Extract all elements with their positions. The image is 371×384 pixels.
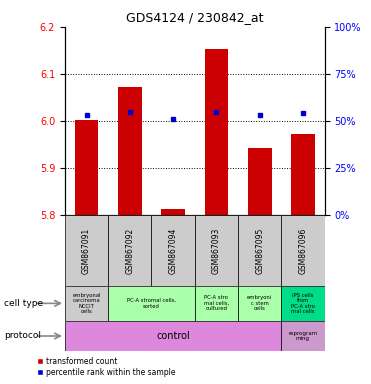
Bar bbox=[281, 215, 325, 286]
Bar bbox=[65, 321, 281, 351]
Legend: transformed count, percentile rank within the sample: transformed count, percentile rank withi… bbox=[33, 354, 178, 380]
Bar bbox=[108, 215, 151, 286]
Bar bbox=[118, 87, 142, 215]
Bar bbox=[291, 134, 315, 215]
Bar bbox=[248, 148, 272, 215]
Bar bbox=[281, 286, 325, 321]
Bar bbox=[65, 215, 108, 286]
Text: iPS cells
from
PC-A stro
mal cells: iPS cells from PC-A stro mal cells bbox=[291, 293, 315, 314]
Text: GSM867095: GSM867095 bbox=[255, 227, 264, 274]
Text: protocol: protocol bbox=[4, 331, 41, 341]
Text: GSM867091: GSM867091 bbox=[82, 227, 91, 274]
Bar bbox=[204, 49, 228, 215]
Text: GSM867094: GSM867094 bbox=[169, 227, 178, 274]
Bar bbox=[281, 321, 325, 351]
Text: GSM867093: GSM867093 bbox=[212, 227, 221, 274]
Text: reprogram
ming: reprogram ming bbox=[288, 331, 318, 341]
Text: embryonal
carcinoma
NCCIT
cells: embryonal carcinoma NCCIT cells bbox=[72, 293, 101, 314]
Bar bbox=[195, 286, 238, 321]
Text: GSM867096: GSM867096 bbox=[299, 227, 308, 274]
Bar bbox=[195, 215, 238, 286]
Bar bbox=[108, 286, 195, 321]
Text: embryoni
c stem
cells: embryoni c stem cells bbox=[247, 295, 272, 311]
Text: PC-A stro
mal cells,
cultured: PC-A stro mal cells, cultured bbox=[204, 295, 229, 311]
Text: cell type: cell type bbox=[4, 299, 43, 308]
Text: GSM867092: GSM867092 bbox=[125, 227, 134, 274]
Bar bbox=[238, 215, 281, 286]
Bar bbox=[65, 286, 108, 321]
Title: GDS4124 / 230842_at: GDS4124 / 230842_at bbox=[126, 11, 263, 24]
Bar bbox=[151, 215, 195, 286]
Bar bbox=[238, 286, 281, 321]
Text: control: control bbox=[156, 331, 190, 341]
Text: PC-A stromal cells,
sorted: PC-A stromal cells, sorted bbox=[127, 298, 176, 309]
Bar bbox=[75, 120, 98, 215]
Bar bbox=[161, 209, 185, 215]
